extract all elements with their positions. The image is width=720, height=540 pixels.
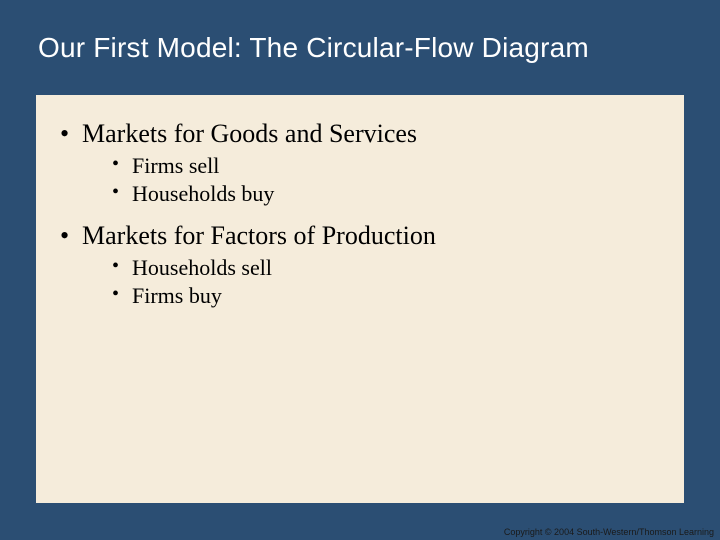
- bullet-level1: Markets for Factors of Production: [54, 221, 666, 251]
- bullet-level2: Households sell: [54, 255, 666, 281]
- title-band: Our First Model: The Circular-Flow Diagr…: [0, 0, 720, 95]
- spacer: [54, 209, 666, 219]
- copyright-text: Copyright © 2004 South-Western/Thomson L…: [504, 527, 714, 537]
- bullet-level2: Firms sell: [54, 153, 666, 179]
- content-area: Markets for Goods and Services Firms sel…: [36, 95, 684, 503]
- bullet-level1: Markets for Goods and Services: [54, 119, 666, 149]
- bullet-level2: Firms buy: [54, 283, 666, 309]
- bullet-level2: Households buy: [54, 181, 666, 207]
- slide: Our First Model: The Circular-Flow Diagr…: [0, 0, 720, 540]
- slide-title: Our First Model: The Circular-Flow Diagr…: [38, 32, 589, 64]
